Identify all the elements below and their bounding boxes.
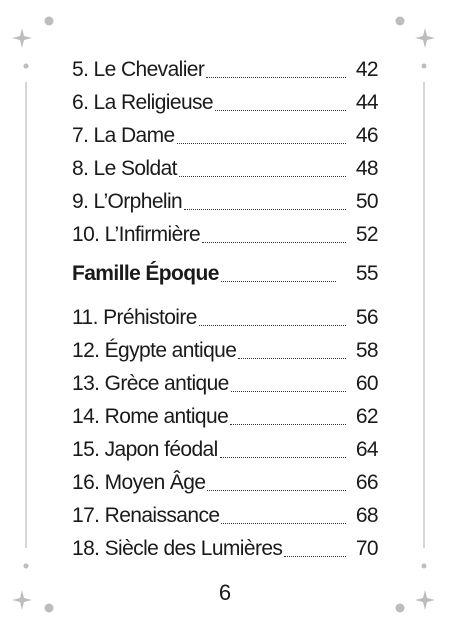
entry-page: 70 — [355, 537, 379, 560]
entry-title: 10. L’Infirmière — [72, 223, 201, 246]
page-number: 6 — [218, 580, 232, 605]
entry-page: 66 — [355, 471, 379, 494]
toc-entry: 5. Le Chevalier 42 — [72, 55, 379, 85]
entry-page: 68 — [355, 504, 379, 527]
entry-page: 48 — [355, 157, 379, 180]
entry-title: 13. Grèce antique — [72, 372, 229, 395]
toc-entry: 7. La Dame 46 — [72, 121, 379, 151]
entry-title: 8. Le Soldat — [72, 157, 177, 180]
dot-leader — [284, 556, 346, 557]
entry-page: 60 — [355, 372, 379, 395]
entry-title: 15. Japon féodal — [72, 438, 218, 461]
toc-entry: 17. Renaissance 68 — [72, 501, 379, 531]
toc-entry: 13. Grèce antique 60 — [72, 369, 379, 399]
entry-page: 52 — [355, 223, 379, 246]
dot-leader — [219, 457, 346, 458]
entry-page: 50 — [355, 190, 379, 213]
section-heading: Famille Époque 55 — [72, 259, 379, 289]
toc-entry: 18. Siècle des Lumières 70 — [72, 534, 379, 564]
entry-page: 55 — [355, 262, 379, 285]
toc-entry: 6. La Religieuse 44 — [72, 88, 379, 118]
entry-page: 42 — [355, 58, 379, 81]
dot-leader — [230, 391, 346, 392]
entry-title: 9. L’Orphelin — [72, 190, 183, 213]
entry-page: 64 — [355, 438, 379, 461]
toc-entry: 16. Moyen Âge 66 — [72, 468, 379, 498]
entry-page: 62 — [355, 405, 379, 428]
entry-title: 17. Renaissance — [72, 504, 220, 527]
entry-title: 11. Préhistoire — [72, 306, 197, 329]
dot-leader — [176, 143, 346, 144]
toc-entry: 14. Rome antique 62 — [72, 402, 379, 432]
dot-leader — [238, 358, 346, 359]
dot-leader — [198, 325, 346, 326]
entry-title: Famille Époque — [72, 262, 219, 285]
dot-leader — [207, 490, 346, 491]
dot-leader — [230, 424, 346, 425]
dot-leader — [220, 281, 336, 282]
entry-page: 44 — [355, 91, 379, 114]
dot-leader — [184, 209, 346, 210]
dot-leader — [178, 176, 346, 177]
toc-entry: 10. L’Infirmière 52 — [72, 220, 379, 250]
toc-entry: 15. Japon féodal 64 — [72, 435, 379, 465]
toc-entry: 12. Égypte antique 58 — [72, 336, 379, 366]
entry-title: 12. Égypte antique — [72, 339, 237, 362]
entry-title: 14. Rome antique — [72, 405, 229, 428]
entry-title: 18. Siècle des Lumières — [72, 537, 283, 560]
entry-title: 7. La Dame — [72, 124, 175, 147]
toc-entry: 8. Le Soldat 48 — [72, 154, 379, 184]
entry-title: 5. Le Chevalier — [72, 58, 205, 81]
entry-title: 6. La Religieuse — [72, 91, 214, 114]
entry-page: 56 — [355, 306, 379, 329]
dot-leader — [206, 77, 346, 78]
entry-page: 46 — [355, 124, 379, 147]
dot-leader — [221, 523, 346, 524]
entry-title: 16. Moyen Âge — [72, 471, 206, 494]
dot-leader — [215, 110, 346, 111]
toc-entry: 11. Préhistoire 56 — [72, 303, 379, 333]
dot-leader — [202, 242, 346, 243]
toc-entry: 9. L’Orphelin 50 — [72, 187, 379, 217]
entry-page: 58 — [355, 339, 379, 362]
